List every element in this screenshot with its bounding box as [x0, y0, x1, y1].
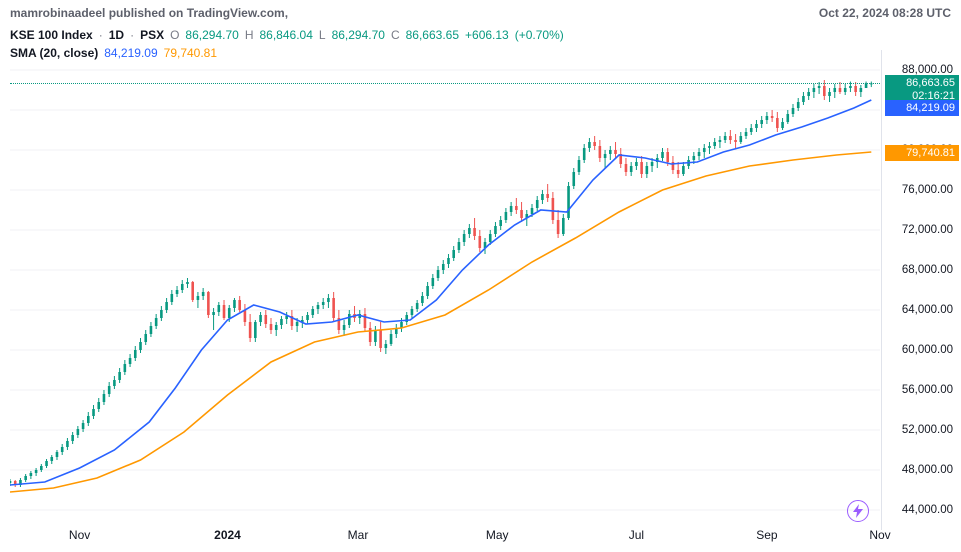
ohlc-open: 86,294.70: [185, 28, 238, 42]
publish-date: Oct 22, 2024 08:28 UTC: [819, 6, 951, 20]
time-tick: Nov: [69, 528, 90, 542]
publish-header: mamrobinaadeel published on TradingView.…: [10, 6, 951, 20]
symbol-dot: ·: [99, 28, 103, 42]
l-label: L: [319, 28, 326, 42]
price-tick: 56,000.00: [902, 384, 953, 396]
price-tag: 79,740.81: [885, 145, 959, 161]
price-tick: 64,000.00: [902, 304, 953, 316]
last-price-line: [10, 83, 880, 84]
ohlc-low: 86,294.70: [332, 28, 385, 42]
price-tick: 60,000.00: [902, 344, 953, 356]
o-label: O: [170, 28, 179, 42]
ohlc-close: 86,663.65: [406, 28, 459, 42]
symbol-name: KSE 100 Index: [10, 28, 93, 42]
change-abs: +606.13: [465, 28, 509, 42]
symbol-dot2: ·: [130, 28, 134, 42]
symbol-exchange: PSX: [140, 28, 164, 42]
price-tick: 72,000.00: [902, 224, 953, 236]
price-tag: 84,219.09: [885, 100, 959, 116]
symbol-legend[interactable]: KSE 100 Index · 1D · PSX O 86,294.70 H 8…: [10, 28, 564, 42]
price-tick: 44,000.00: [902, 504, 953, 516]
time-tick: 2024: [214, 528, 241, 542]
symbol-interval: 1D: [109, 28, 124, 42]
price-tick: 88,000.00: [902, 64, 953, 76]
time-tick: May: [486, 528, 509, 542]
price-tick: 48,000.00: [902, 464, 953, 476]
ohlc-high: 86,846.04: [259, 28, 312, 42]
time-axis[interactable]: Nov2024MarMayJulSepNov: [10, 528, 880, 548]
price-axis[interactable]: 88,000.0084,000.0080,000.0076,000.0072,0…: [881, 50, 961, 530]
flash-icon[interactable]: [847, 500, 869, 522]
change-pct: (+0.70%): [515, 28, 564, 42]
time-tick: Sep: [756, 528, 777, 542]
time-tick: Mar: [348, 528, 369, 542]
c-label: C: [391, 28, 400, 42]
price-tick: 52,000.00: [902, 424, 953, 436]
time-tick: Jul: [629, 528, 644, 542]
h-label: H: [245, 28, 254, 42]
price-tick: 68,000.00: [902, 264, 953, 276]
price-tick: 76,000.00: [902, 184, 953, 196]
time-tick: Nov: [869, 528, 890, 542]
publisher-text: mamrobinaadeel published on TradingView.…: [10, 6, 288, 20]
price-chart[interactable]: [10, 50, 880, 530]
